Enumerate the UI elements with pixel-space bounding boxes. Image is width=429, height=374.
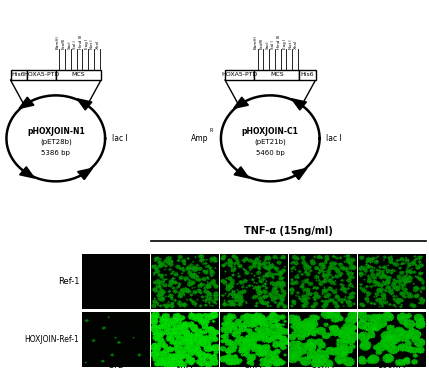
Polygon shape <box>292 168 307 180</box>
Text: HOXJOIN-Ref-1: HOXJOIN-Ref-1 <box>24 335 79 344</box>
Text: MCS: MCS <box>270 72 284 77</box>
Bar <box>27 70 56 80</box>
Text: pHOXJOIN-C1: pHOXJOIN-C1 <box>242 127 299 136</box>
Text: His6: His6 <box>12 72 25 77</box>
Text: BamHI: BamHI <box>56 36 60 49</box>
Bar <box>254 70 299 80</box>
Text: R: R <box>210 128 213 133</box>
Polygon shape <box>20 167 34 178</box>
Text: HOXA5-PTD: HOXA5-PTD <box>221 72 258 77</box>
Text: Eag I: Eag I <box>283 39 287 49</box>
Text: Not I: Not I <box>289 40 293 49</box>
Bar <box>56 70 101 80</box>
Text: HOXA5-PTD: HOXA5-PTD <box>23 72 60 77</box>
Text: EcoRI: EcoRI <box>260 38 264 49</box>
Text: (pET28b): (pET28b) <box>40 139 72 145</box>
Text: pHOXJOIN-N1: pHOXJOIN-N1 <box>27 127 85 136</box>
Bar <box>11 70 27 80</box>
Text: TNF-α (15ng/ml): TNF-α (15ng/ml) <box>244 226 333 236</box>
Text: 100nM: 100nM <box>378 361 406 370</box>
Text: (pET21b): (pET21b) <box>254 139 286 145</box>
Text: Sal I: Sal I <box>73 40 77 49</box>
Bar <box>225 70 254 80</box>
Text: 30nM: 30nM <box>311 361 334 370</box>
Text: Sal I: Sal I <box>271 40 275 49</box>
Text: EcoRI: EcoRI <box>62 38 66 49</box>
Text: 0nM: 0nM <box>175 361 193 370</box>
Text: MCS: MCS <box>72 72 85 77</box>
Text: SacI: SacI <box>266 40 269 49</box>
Polygon shape <box>234 97 248 108</box>
Polygon shape <box>78 168 92 180</box>
Polygon shape <box>234 167 249 178</box>
Text: SacI: SacI <box>67 40 71 49</box>
Text: XhoI: XhoI <box>96 40 100 49</box>
Polygon shape <box>19 97 34 108</box>
Text: Hind III: Hind III <box>79 35 83 49</box>
Polygon shape <box>292 99 306 110</box>
Text: lac I: lac I <box>112 134 128 143</box>
Text: 3nM: 3nM <box>245 361 263 370</box>
Text: Ref-1: Ref-1 <box>58 277 79 286</box>
Text: Amp: Amp <box>191 134 209 143</box>
Bar <box>299 70 316 80</box>
Text: BamHI: BamHI <box>254 36 258 49</box>
Text: Eag I: Eag I <box>85 39 89 49</box>
Text: Not I: Not I <box>91 40 94 49</box>
Polygon shape <box>77 99 92 110</box>
Text: CTL: CTL <box>108 361 123 370</box>
Text: 5460 bp: 5460 bp <box>256 150 285 156</box>
Text: XhoI: XhoI <box>294 40 299 49</box>
Text: lac I: lac I <box>326 134 342 143</box>
Text: His6: His6 <box>301 72 314 77</box>
Text: Hind III: Hind III <box>277 35 281 49</box>
Text: 5386 bp: 5386 bp <box>41 150 70 156</box>
